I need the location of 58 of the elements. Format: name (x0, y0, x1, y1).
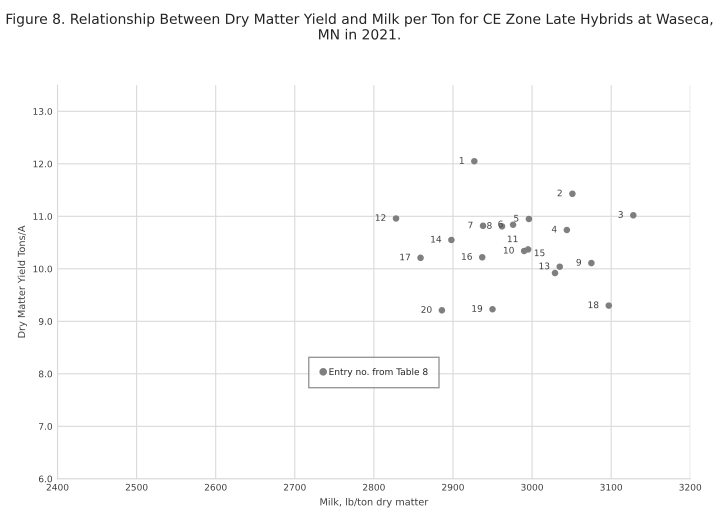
x-tick-label: 2700 (284, 484, 306, 491)
y-tick-label: 8.0 (38, 370, 52, 378)
y-axis-title: Dry Matter Yield Tons/A (18, 226, 27, 338)
x-tick-label: 3200 (679, 484, 702, 491)
point (526, 216, 532, 222)
x-tick-label: 2800 (363, 484, 385, 491)
y-tick-label: 11.0 (34, 213, 52, 220)
y-tick-label: 7.0 (39, 423, 52, 430)
point (630, 212, 637, 219)
point (478, 254, 486, 261)
point (556, 263, 563, 270)
y-tick-label: 6.0 (38, 476, 52, 482)
annotation: 19 (472, 305, 482, 312)
y-tick-label: 12.0 (34, 160, 52, 168)
annotation: 17 (400, 254, 410, 260)
y-tick-label: 10.0 (34, 266, 52, 272)
chart-title: Figure 8. Relationship Between Dry Matter Yield and Milk per Ton for CE Zone Late Hybrids at Waseca, MN in 2021. (6, 13, 712, 40)
annotation: 2 (558, 190, 562, 196)
point (417, 254, 424, 262)
annotation: 10 (504, 246, 514, 254)
point (552, 270, 558, 276)
point (588, 260, 595, 266)
point (569, 190, 576, 198)
point (471, 158, 478, 164)
annotation: 13 (540, 262, 550, 270)
y-tick-label: 9.0 (38, 318, 52, 325)
annotation: 5 (514, 214, 518, 222)
annotation: 14 (431, 236, 442, 242)
annotation: 20 (421, 306, 432, 313)
point (564, 226, 570, 234)
y-tick-label: 13.0 (34, 108, 52, 115)
point (524, 246, 532, 253)
x-tick-label: 2600 (204, 484, 227, 491)
point (489, 306, 496, 313)
point (438, 307, 446, 314)
x-tick-label: 3100 (600, 484, 622, 491)
annotation: 1 (460, 157, 464, 164)
point (510, 221, 516, 228)
annotation: 12 (376, 214, 386, 221)
x-axis-title: Milk, lb/ton dry matter (320, 498, 428, 508)
x-tick-label: 2500 (126, 484, 148, 491)
legend-label: Entry no. from Table 8 (330, 368, 428, 377)
annotation: 8 (487, 222, 492, 229)
annotation: 15 (534, 250, 544, 256)
annotation: 7 (468, 222, 473, 228)
annotation: 9 (576, 258, 582, 266)
annotation: 4 (552, 226, 557, 232)
annotation: 16 (462, 253, 472, 260)
point (448, 236, 455, 244)
point (606, 302, 612, 309)
point (480, 222, 486, 230)
annotation: 11 (508, 236, 518, 242)
x-tick-label: 2900 (442, 484, 464, 491)
point (392, 215, 400, 222)
x-tick-label: 2400 (46, 484, 68, 491)
annotation: 18 (588, 301, 598, 308)
annotation: 3 (618, 211, 623, 218)
x-tick-label: 3000 (521, 484, 543, 491)
